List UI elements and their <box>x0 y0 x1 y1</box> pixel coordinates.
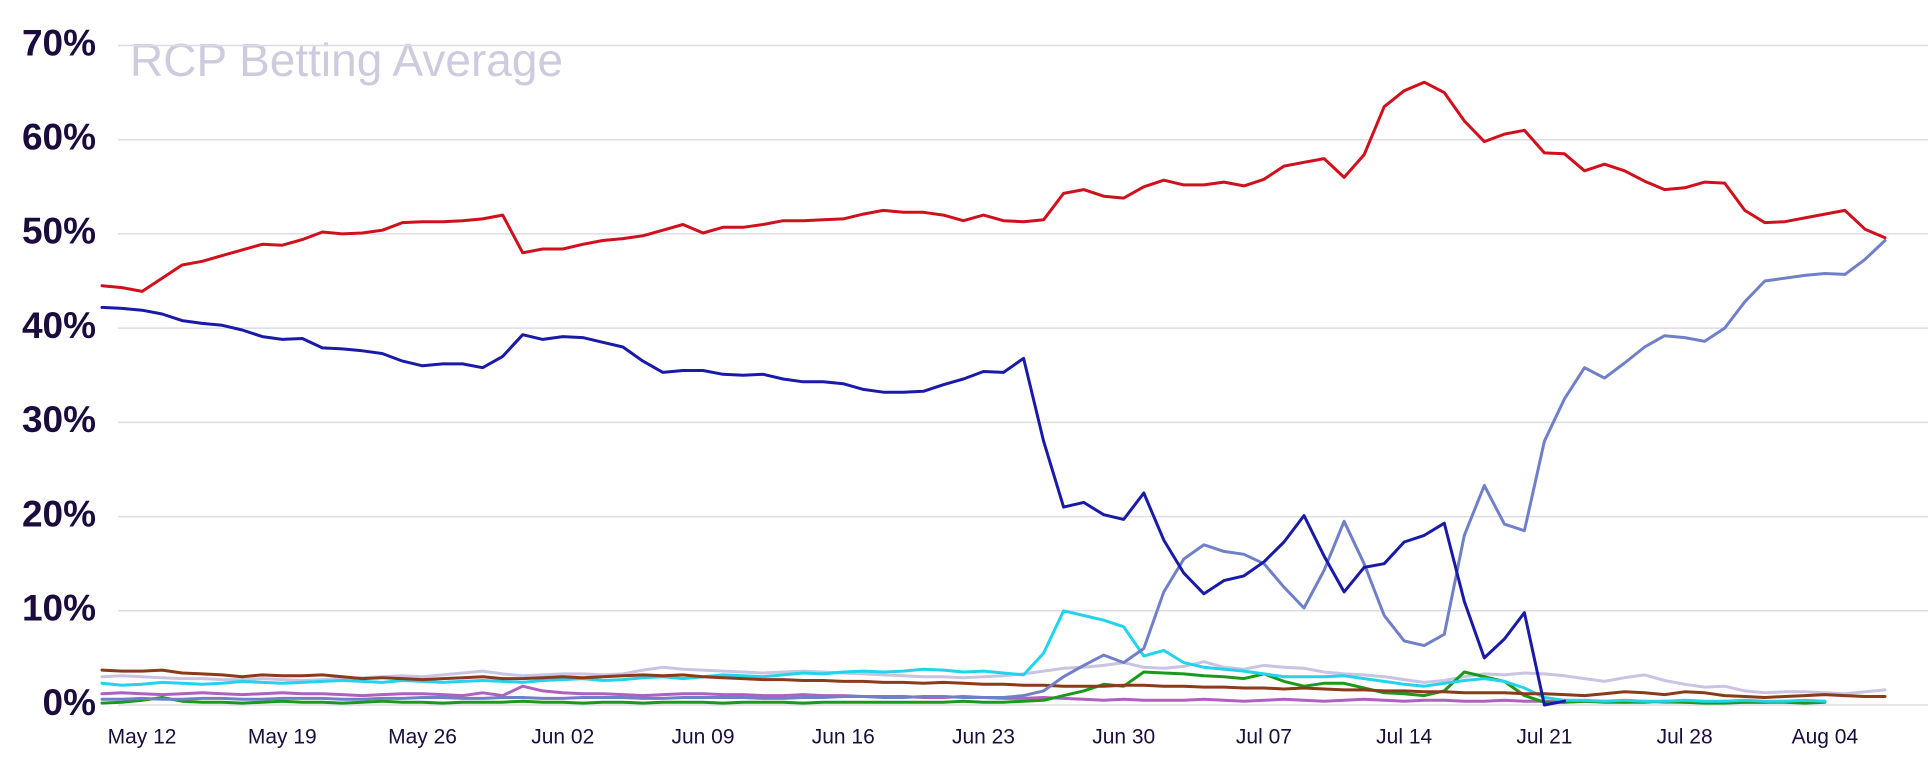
x-tick-label: May 12 <box>108 726 177 749</box>
series-line <box>100 670 1827 705</box>
x-tick-label: Jul 28 <box>1657 726 1713 749</box>
x-tick-label: May 26 <box>388 726 457 749</box>
chart-title: RCP Betting Average <box>130 34 563 86</box>
x-tick-label: Jun 16 <box>812 726 875 749</box>
x-tick-label: Jun 23 <box>952 726 1015 749</box>
y-tick-label: 50% <box>22 211 96 252</box>
x-tick-label: Aug 04 <box>1792 726 1859 749</box>
x-tick-label: Jul 14 <box>1376 726 1432 749</box>
series-line <box>100 305 1566 707</box>
y-tick-label: 70% <box>22 22 96 63</box>
x-tick-label: Jun 02 <box>531 726 594 749</box>
series-line <box>100 668 1887 699</box>
series-line <box>100 239 1887 701</box>
y-tick-label: 60% <box>22 116 96 157</box>
x-tick-label: Jun 30 <box>1092 726 1155 749</box>
y-tick-label: 40% <box>22 305 96 346</box>
x-tick-label: May 19 <box>248 726 317 749</box>
y-tick-label: 20% <box>22 493 96 534</box>
y-tick-label: 0% <box>43 682 96 723</box>
series-line <box>100 609 1827 703</box>
x-tick-label: Jul 21 <box>1516 726 1572 749</box>
y-tick-label: 30% <box>22 399 96 440</box>
series-line <box>100 660 1887 696</box>
x-tick-label: Jun 09 <box>671 726 734 749</box>
x-tick-label: Jul 07 <box>1236 726 1292 749</box>
y-tick-label: 10% <box>22 588 96 629</box>
series-line <box>100 80 1887 293</box>
